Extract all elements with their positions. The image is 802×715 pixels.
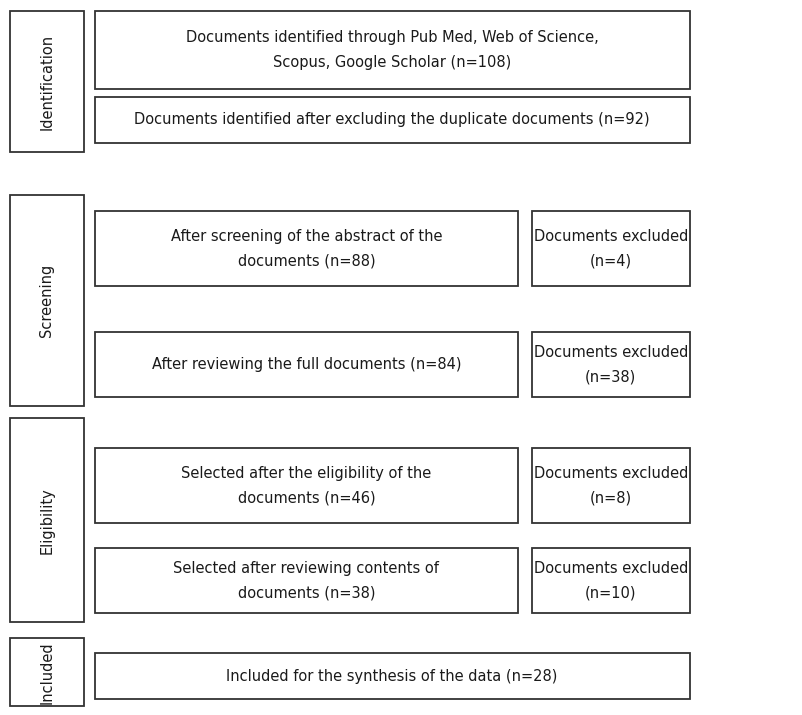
Text: Included for the synthesis of the data (n=28): Included for the synthesis of the data (… [226, 669, 558, 684]
Text: Documents identified through Pub Med, Web of Science,
Scopus, Google Scholar (n=: Documents identified through Pub Med, We… [186, 30, 598, 70]
Text: Documents excluded
(n=10): Documents excluded (n=10) [533, 561, 688, 601]
FancyBboxPatch shape [95, 332, 518, 397]
FancyBboxPatch shape [532, 448, 690, 523]
FancyBboxPatch shape [95, 11, 690, 89]
FancyBboxPatch shape [95, 211, 518, 286]
Text: Selected after the eligibility of the
documents (n=46): Selected after the eligibility of the do… [181, 466, 431, 506]
FancyBboxPatch shape [95, 448, 518, 523]
Text: Documents identified after excluding the duplicate documents (n=92): Documents identified after excluding the… [135, 112, 650, 127]
Text: After reviewing the full documents (n=84): After reviewing the full documents (n=84… [152, 358, 461, 372]
Text: Documents excluded
(n=4): Documents excluded (n=4) [533, 229, 688, 268]
FancyBboxPatch shape [95, 97, 690, 143]
FancyBboxPatch shape [10, 11, 84, 152]
Text: Documents excluded
(n=38): Documents excluded (n=38) [533, 345, 688, 385]
Text: Selected after reviewing contents of
documents (n=38): Selected after reviewing contents of doc… [173, 561, 439, 601]
Text: Eligibility: Eligibility [39, 487, 55, 553]
FancyBboxPatch shape [10, 195, 84, 406]
Text: Screening: Screening [39, 264, 55, 337]
Text: Identification: Identification [39, 34, 55, 129]
FancyBboxPatch shape [532, 548, 690, 613]
Text: Documents excluded
(n=8): Documents excluded (n=8) [533, 466, 688, 506]
FancyBboxPatch shape [95, 653, 690, 699]
Text: Included: Included [39, 641, 55, 704]
FancyBboxPatch shape [532, 332, 690, 397]
FancyBboxPatch shape [532, 211, 690, 286]
FancyBboxPatch shape [10, 418, 84, 622]
Text: After screening of the abstract of the
documents (n=88): After screening of the abstract of the d… [171, 229, 442, 268]
FancyBboxPatch shape [10, 638, 84, 706]
FancyBboxPatch shape [95, 548, 518, 613]
